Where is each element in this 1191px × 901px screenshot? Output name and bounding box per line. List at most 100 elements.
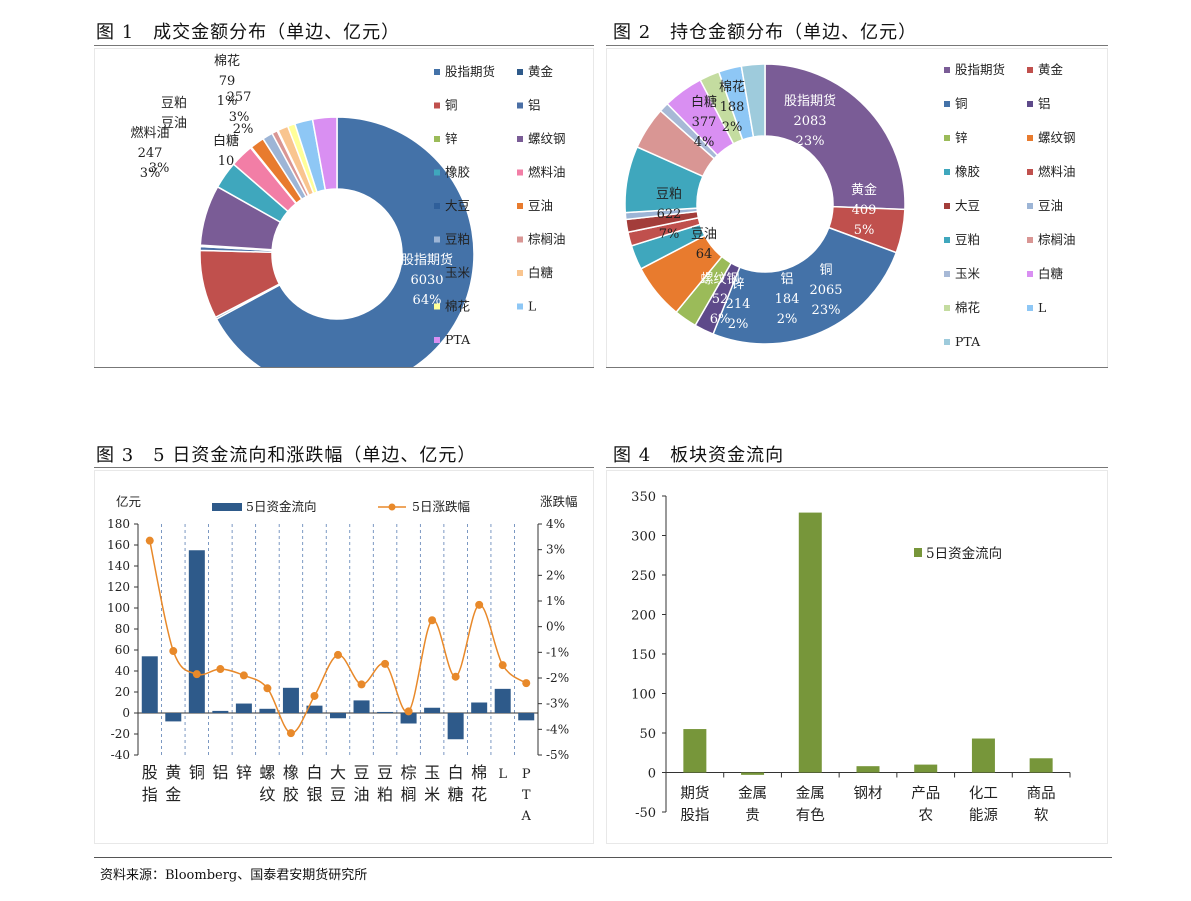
legend-swatch: [1027, 237, 1033, 243]
figure3-title: 图 3 5 日资金流向和涨跌幅（单边、亿元）: [96, 445, 477, 466]
legend-swatch: [944, 169, 950, 175]
legend-swatch: [434, 102, 440, 109]
data-label: 2%: [777, 312, 798, 327]
data-label: 铝: [780, 272, 793, 287]
flow-bar: [471, 702, 488, 713]
data-label: 377: [692, 115, 717, 130]
legend-item: 铝: [1038, 96, 1051, 111]
category-label: 金属: [738, 785, 767, 802]
legend-swatch: [434, 337, 440, 343]
left-tick-label: 80: [115, 622, 130, 636]
legend-swatch: [517, 136, 523, 142]
right-tick-label: 1%: [546, 594, 565, 608]
legend-swatch: [1027, 169, 1033, 175]
flow-bar: [306, 705, 323, 713]
y-tick-label: 300: [631, 530, 656, 545]
y-tick-label: 200: [631, 609, 656, 624]
y-tick-label: 150: [631, 648, 656, 663]
data-label: 豆粕: [656, 187, 682, 202]
change-point: [428, 616, 437, 625]
change-point: [404, 707, 413, 716]
flow-bar: [330, 713, 346, 719]
flow-bar: [741, 772, 765, 775]
change-point: [310, 691, 319, 700]
category-label: 纹: [259, 785, 275, 804]
figure1-title-rule: [94, 45, 594, 46]
slice-PTA: [740, 63, 766, 138]
data-label: 铜: [819, 263, 832, 278]
legend-swatch: [517, 69, 523, 75]
flow-bar: [353, 700, 370, 713]
category-label: 白: [448, 763, 464, 782]
slice-股指期货: [215, 116, 475, 368]
y-tick-label: -50: [635, 806, 656, 821]
legend-change: 5日涨跌幅: [412, 499, 470, 514]
flow-bar: [212, 710, 229, 713]
data-label: 5%: [854, 223, 875, 238]
flow-bar: [971, 738, 995, 773]
category-label: 股指: [680, 807, 709, 824]
left-tick-label: 60: [115, 643, 130, 657]
category-label: 能源: [969, 807, 998, 824]
change-point: [192, 670, 201, 679]
legend-swatch: [434, 136, 440, 142]
legend-item: 黄金: [1038, 62, 1064, 77]
legend-swatch: [434, 270, 440, 276]
category-label: 豆: [330, 785, 346, 804]
legend-item: 燃料油: [1038, 164, 1076, 179]
data-label: 3%: [140, 166, 161, 181]
figure4-title: 图 4 板块资金流向: [613, 445, 785, 466]
category-label: 期货: [680, 785, 709, 802]
figure4-frame: [606, 470, 1108, 844]
category-label: 产品: [911, 785, 940, 802]
data-label: 6%: [710, 312, 731, 327]
legend-swatch: [1027, 271, 1033, 277]
category-label: 榈: [401, 785, 417, 804]
legend-swatch: [1027, 305, 1033, 311]
legend-swatch: [944, 305, 950, 311]
data-label: 188: [720, 100, 745, 115]
category-label: 商品: [1027, 785, 1056, 802]
category-label: 豆: [377, 763, 393, 782]
y-tick-label: 0: [648, 767, 656, 782]
y-tick-label: 350: [631, 490, 656, 505]
legend-swatch: [1027, 101, 1033, 107]
category-label: 软: [1034, 807, 1049, 824]
right-tick-label: 4%: [546, 517, 565, 531]
slice-PTA: [311, 116, 338, 191]
change-point: [334, 650, 342, 659]
legend-swatch: [944, 67, 950, 73]
data-label: 23%: [812, 303, 841, 318]
category-label: 玉: [424, 763, 440, 782]
category-label: 金属: [796, 785, 825, 802]
y-tick-label: 100: [631, 688, 656, 703]
change-point: [145, 536, 154, 545]
data-label: 79: [219, 74, 236, 89]
data-label: 3%: [149, 161, 170, 176]
category-label: 指: [142, 785, 158, 804]
category-label: 螺: [259, 763, 275, 782]
legend-item: 豆油: [528, 198, 553, 213]
footer-rule: [94, 857, 1112, 858]
left-tick-label: -40: [111, 748, 130, 762]
figure2-donut-chart: 股指期货 2083 23% 黄金 409 5% 铜 2065 23% 铝 184 2% 锌 214 2% 螺纹…: [624, 62, 1076, 349]
change-point: [286, 729, 295, 738]
change-point: [357, 680, 366, 689]
flow-bar: [235, 703, 252, 713]
data-label: 2%: [722, 120, 743, 135]
data-label: 棉花: [719, 79, 745, 95]
category-label: 铜: [189, 763, 205, 782]
data-label: 10: [218, 154, 235, 169]
y-tick-label: 50: [639, 727, 656, 742]
flow-bar: [282, 687, 299, 713]
change-point: [522, 679, 531, 688]
left-tick-label: 180: [107, 517, 130, 531]
data-label: 6030: [410, 273, 443, 288]
left-tick-label: 0: [122, 706, 130, 720]
data-label: 股指期货: [401, 252, 453, 268]
data-label: 257: [227, 90, 252, 105]
legend-item: 铜: [955, 96, 968, 111]
right-tick-label: -4%: [546, 722, 569, 736]
category-label: 棕: [401, 763, 417, 782]
